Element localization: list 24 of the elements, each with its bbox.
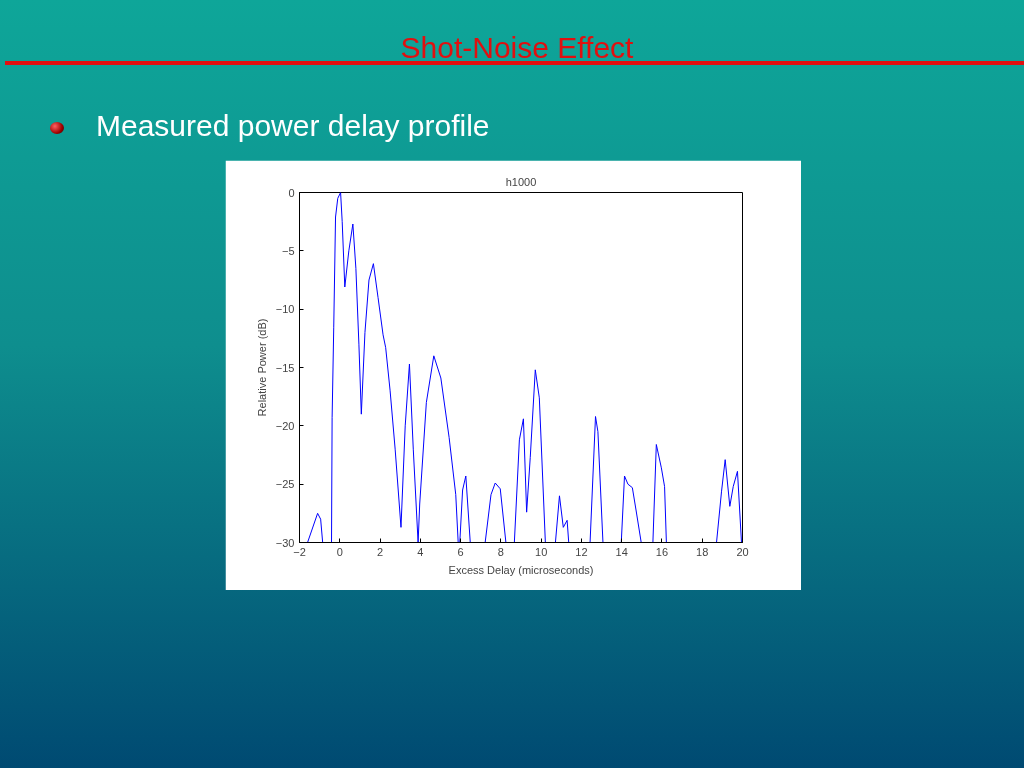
x-tick-label: 2 <box>376 545 384 558</box>
x-tick-label: 0 <box>336 545 343 558</box>
text: h1000 <box>505 175 537 188</box>
x-axis-title: Excess Delay (microseconds) <box>448 563 594 576</box>
y-tick-label: −15 <box>275 361 295 374</box>
chart-title: Shot-Noise Effect <box>400 30 634 66</box>
y-tick-label: 0 <box>288 186 295 199</box>
x-tick-label: 16 <box>655 545 669 558</box>
x-tick-label: −2 <box>293 545 306 558</box>
x-tick-label: 20 <box>736 545 749 558</box>
x-tick-label: 18 <box>696 545 709 558</box>
chart-subtitle: Measured power delay profile <box>95 108 490 144</box>
y-axis-title: Relative Power (dB) <box>255 318 268 417</box>
x-tick-label: 8 <box>497 545 504 558</box>
y-tick-label: −20 <box>275 419 295 432</box>
y-tick-label: −10 <box>275 303 295 316</box>
y-tick-label: −5 <box>281 244 295 257</box>
y-tick-label: −25 <box>275 478 295 491</box>
x-tick-label: 4 <box>417 545 424 558</box>
x-tick-label: 12 <box>575 545 588 558</box>
x-tick-label: 6 <box>457 545 464 558</box>
x-tick-label: 10 <box>535 545 548 558</box>
x-tick-label: 14 <box>615 545 628 558</box>
y-tick-label: −30 <box>275 536 295 549</box>
